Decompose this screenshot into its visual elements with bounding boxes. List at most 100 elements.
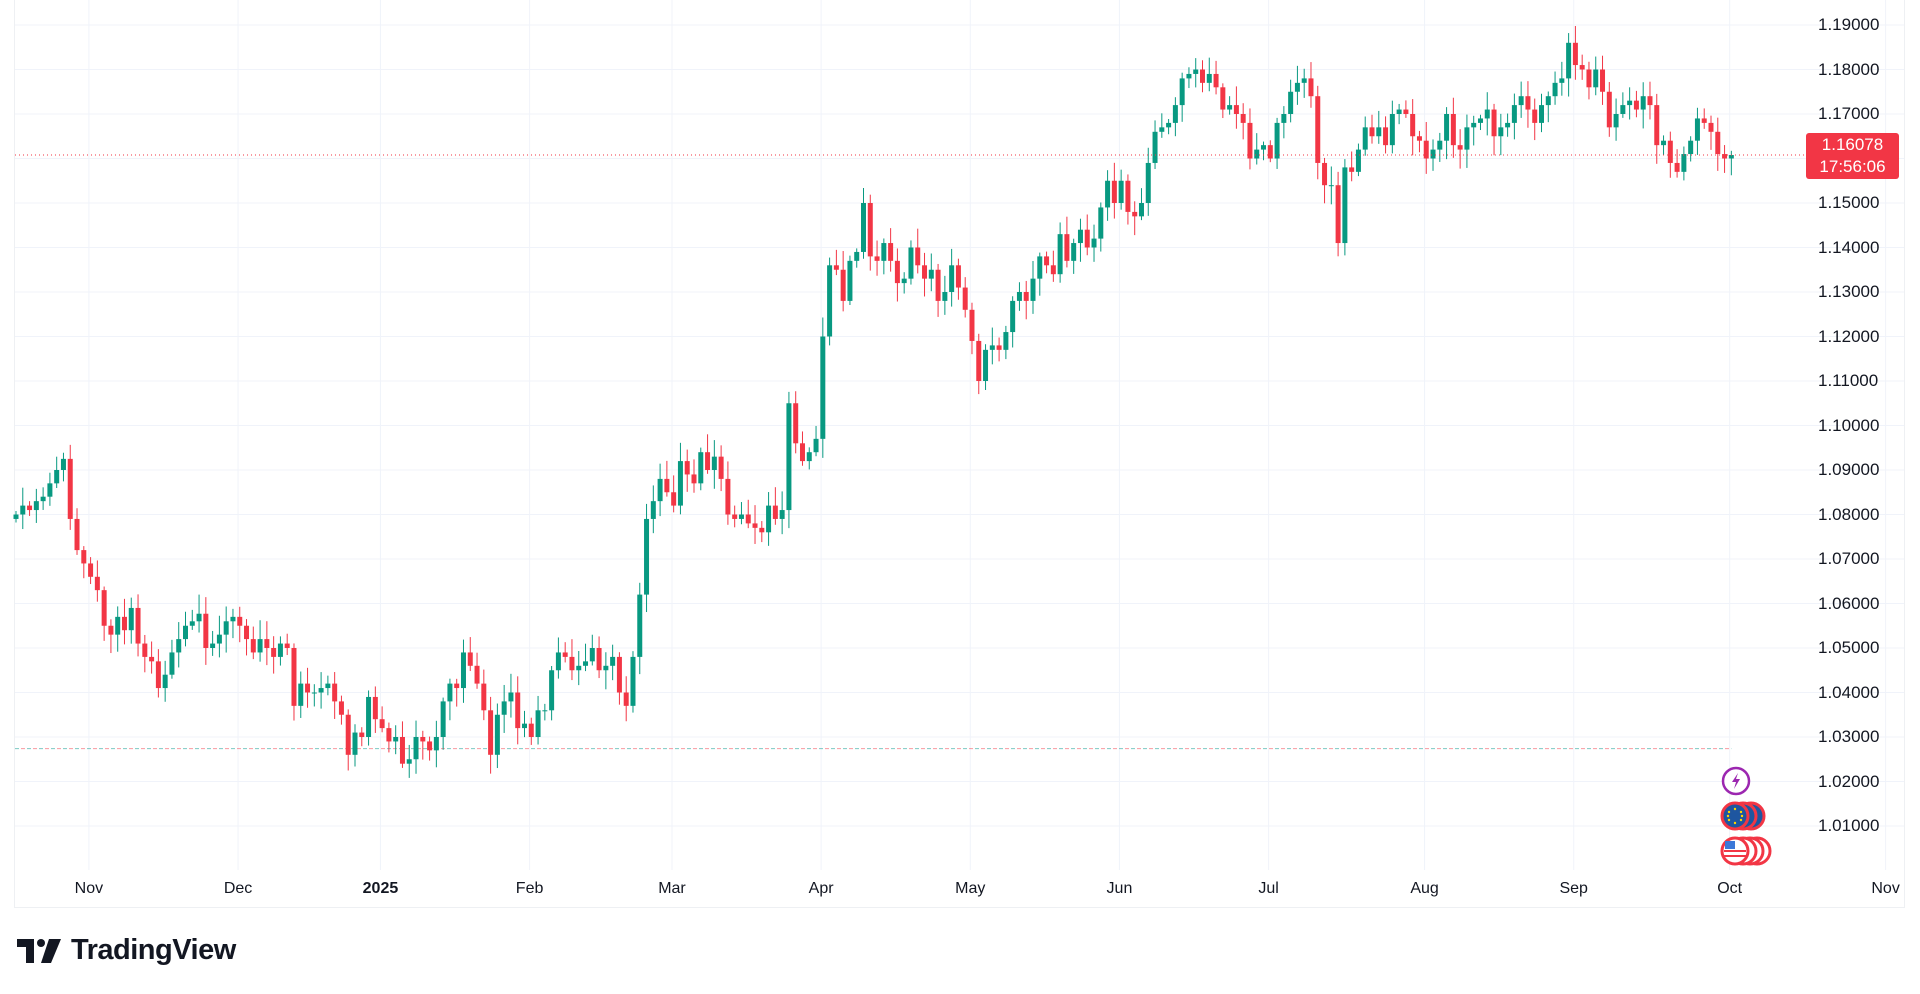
candle-down: [1200, 69, 1205, 83]
tradingview-logo[interactable]: TradingView: [17, 934, 236, 967]
candle-down: [1572, 42, 1578, 66]
candle-down: [284, 643, 290, 648]
candle-up: [861, 203, 866, 252]
candle-down: [135, 607, 141, 644]
candle-down: [1315, 96, 1321, 163]
candle-up: [949, 265, 955, 292]
time-tick-label: May: [955, 880, 986, 897]
candle-up: [901, 278, 907, 284]
candle-up: [1118, 180, 1124, 203]
us-flag-icon[interactable]: [1719, 835, 1773, 867]
eu-flag-icon[interactable]: [1719, 800, 1769, 832]
price-tick-label: 1.14000: [1818, 237, 1880, 257]
candle-up: [603, 665, 609, 671]
chart-pane[interactable]: [14, 0, 1905, 908]
candle-up: [1681, 154, 1687, 172]
candle-up: [677, 461, 683, 506]
candle-up: [983, 349, 989, 381]
candle-up: [657, 478, 663, 502]
candle-down: [874, 256, 880, 261]
candle-up: [1688, 140, 1694, 155]
candle-up: [1342, 167, 1348, 244]
price-tick-label: 1.12000: [1818, 326, 1880, 346]
candle-up: [189, 621, 195, 626]
candle-up: [1071, 243, 1077, 261]
candle-down: [27, 505, 33, 511]
candle-down: [74, 518, 80, 551]
candle-up: [847, 260, 853, 301]
candle-up: [277, 643, 283, 657]
candle-up: [637, 594, 643, 657]
candle-up: [1694, 118, 1700, 141]
candle-down: [888, 243, 894, 261]
candle-up: [1593, 69, 1599, 88]
candle-down: [149, 656, 155, 662]
candle-up: [318, 688, 324, 693]
candle-up: [542, 710, 548, 712]
candle-down: [481, 683, 487, 711]
candle-up: [1206, 73, 1212, 83]
candle-down: [1335, 185, 1341, 244]
candle-up: [13, 514, 19, 519]
candle-down: [569, 656, 575, 671]
candle-up: [1437, 140, 1443, 150]
candle-up: [1328, 185, 1334, 187]
candle-up: [60, 458, 66, 470]
candle-up: [1172, 105, 1178, 123]
candle-down: [1403, 109, 1409, 114]
lightning-icon[interactable]: [1721, 766, 1751, 796]
candle-up: [40, 496, 46, 502]
time-tick-label: Apr: [808, 880, 834, 897]
candle-up: [813, 438, 819, 453]
candle-down: [955, 265, 961, 288]
candle-down: [1233, 105, 1239, 114]
price-tick-label: 1.13000: [1818, 282, 1880, 301]
price-tick-label: 1.03000: [1818, 727, 1880, 746]
candle-up: [1057, 234, 1063, 275]
candle-up: [1186, 73, 1192, 79]
candle-down: [1491, 109, 1497, 137]
candlestick-chart[interactable]: [0, 0, 1920, 908]
candle-up: [738, 514, 744, 519]
candle-up: [433, 737, 439, 751]
candle-down: [616, 656, 622, 693]
candle-down: [1633, 100, 1639, 110]
candle-down: [305, 683, 311, 693]
candle-down: [1674, 162, 1680, 172]
candle-down: [467, 652, 473, 666]
candle-up: [1010, 300, 1016, 333]
candle-up: [54, 470, 60, 484]
candle-down: [1213, 73, 1219, 88]
candle-up: [1294, 82, 1300, 92]
candle-up: [644, 518, 650, 595]
candle-down: [1111, 180, 1117, 203]
candle-down: [155, 661, 161, 689]
candle-down: [1050, 265, 1056, 275]
candle-down: [291, 648, 297, 706]
candle-down: [562, 652, 568, 657]
price-tick-label: 1.15000: [1818, 193, 1880, 212]
candle-up: [1254, 149, 1260, 159]
candle-down: [752, 523, 758, 528]
candle-up: [1261, 145, 1267, 150]
candle-down: [88, 563, 94, 577]
candle-up: [257, 639, 263, 653]
candle-up: [1159, 127, 1165, 132]
candle-up: [325, 683, 331, 689]
candle-up: [1511, 105, 1517, 123]
price-tick-label: 1.18000: [1818, 59, 1880, 79]
candle-up: [881, 243, 887, 261]
candle-down: [237, 616, 243, 626]
time-tick-label: Nov: [74, 880, 104, 897]
candle-down: [684, 461, 690, 475]
candle-down: [332, 683, 338, 702]
candle-down: [691, 474, 697, 484]
candle-down: [1715, 131, 1721, 155]
price-tick-label: 1.04000: [1818, 682, 1880, 702]
price-tick-label: 1.17000: [1818, 104, 1880, 123]
candle-up: [1477, 118, 1483, 123]
candle-down: [705, 452, 711, 470]
candle-up: [352, 732, 358, 755]
candle-down: [623, 692, 629, 706]
last-price-value: 1.16078: [1821, 135, 1884, 155]
